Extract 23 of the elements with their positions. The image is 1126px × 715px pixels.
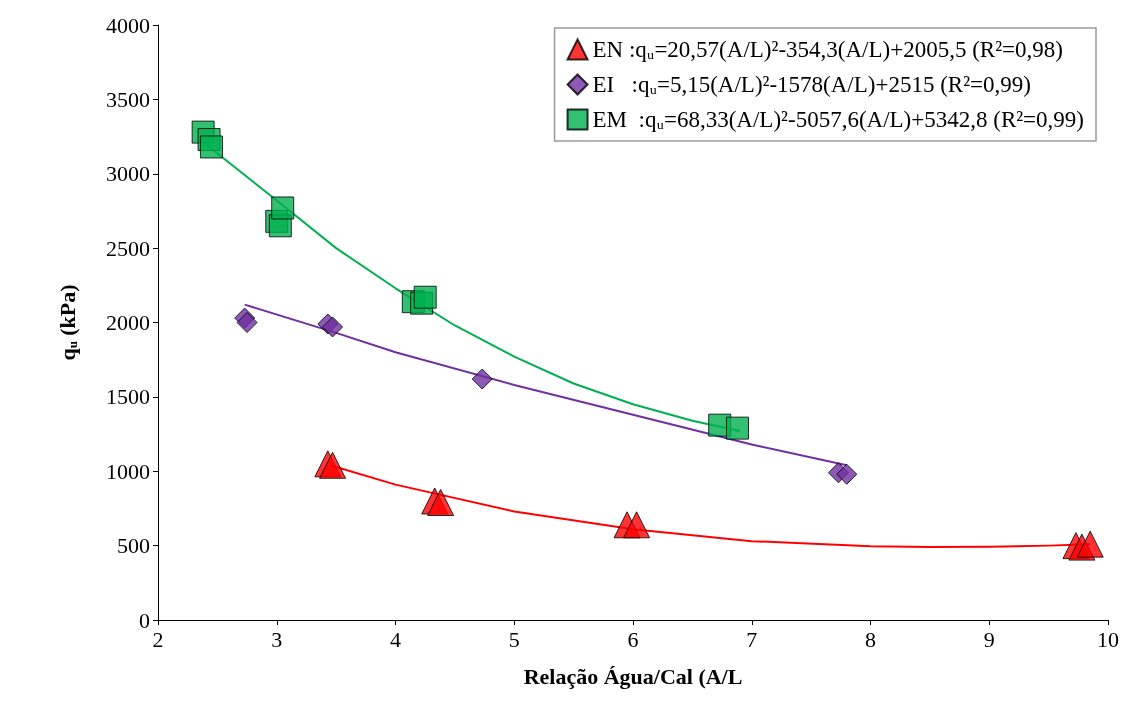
y-tick-label: 1500 xyxy=(106,384,150,410)
y-tick-label: 3500 xyxy=(106,86,150,112)
y-tick-label: 2500 xyxy=(106,235,150,261)
y-tick-label: 500 xyxy=(117,533,150,559)
x-tick-label: 8 xyxy=(865,626,876,652)
y-tick-label: 4000 xyxy=(106,12,150,38)
x-tick-label: 4 xyxy=(390,626,401,652)
y-tick-label: 0 xyxy=(139,607,150,633)
x-tick-label: 9 xyxy=(983,626,995,652)
legend-label: EI :qᵤ=5,15(A/L)²-1578(A/L)+2515 (R²=0,99) xyxy=(592,72,1031,97)
x-tick-label: 10 xyxy=(1097,626,1119,652)
x-tick-label: 3 xyxy=(271,626,283,652)
legend-label: EN :qᵤ=20,57(A/L)²-354,3(A/L)+2005,5 (R²=0,98) xyxy=(592,37,1063,62)
x-axis-title: Relação Água/Cal (A/L xyxy=(523,663,743,689)
y-axis-title: qᵤ (kPa) xyxy=(54,284,80,361)
legend-label: EM :qᵤ=68,33(A/L)²-5057,6(A/L)+5342,8 (R²=0,99) xyxy=(592,107,1084,132)
y-tick-label: 1000 xyxy=(106,458,150,484)
x-tick-label: 5 xyxy=(508,626,520,652)
x-tick-label: 2 xyxy=(152,626,164,652)
x-tick-label: 6 xyxy=(627,626,639,652)
y-tick-label: 3000 xyxy=(106,161,150,187)
y-tick-label: 2000 xyxy=(106,310,150,335)
x-tick-label: 7 xyxy=(746,626,758,652)
